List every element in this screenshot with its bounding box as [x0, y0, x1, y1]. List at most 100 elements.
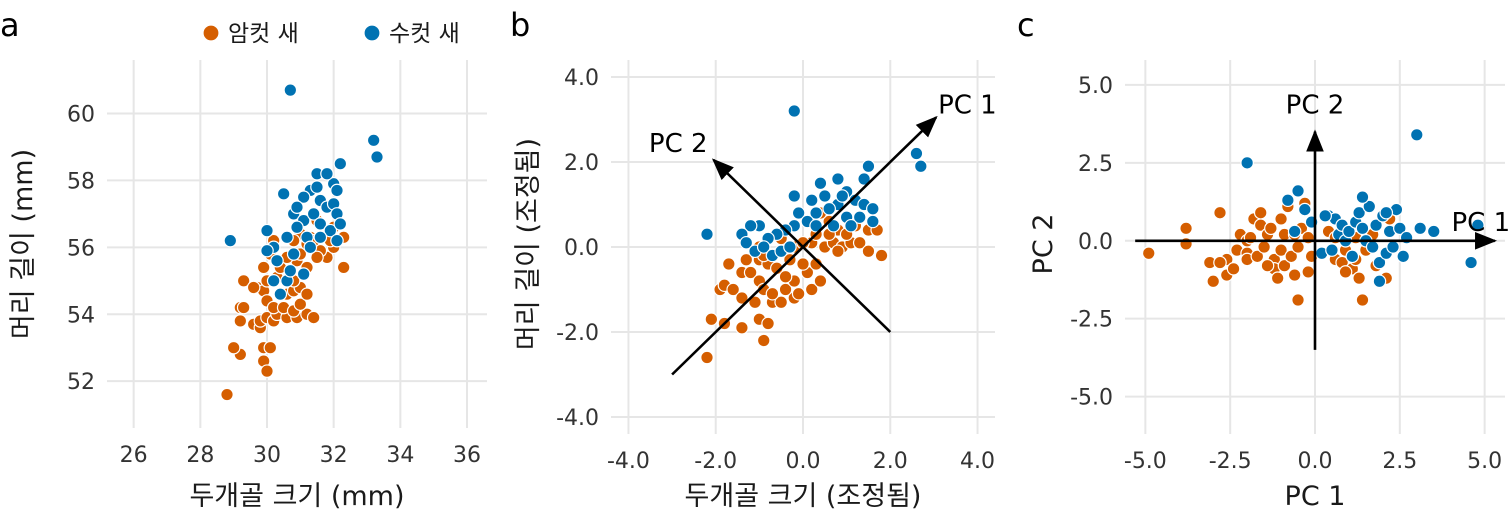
point-female: [263, 340, 278, 355]
panel-b: -4.0 -2.0 0.0 2.0 4.0 -4.0 -2.0 0.0 2.0 4.0 두개골 크기…: [513, 60, 997, 512]
point-male: [260, 223, 274, 238]
point-female: [1226, 262, 1241, 276]
point-female: [1287, 268, 1302, 282]
point-male: [809, 218, 823, 233]
point-male: [700, 227, 714, 242]
point-female: [796, 257, 810, 271]
point-male: [1298, 202, 1312, 217]
point-male: [787, 189, 802, 203]
point-male: [1413, 221, 1427, 236]
legend-female-label: 암컷 새: [228, 21, 299, 47]
point-male: [756, 240, 771, 254]
point-male: [866, 201, 880, 216]
y-tick-label: 58: [67, 169, 95, 194]
x-tick-label: -2.5: [1209, 449, 1252, 474]
point-male: [1379, 205, 1394, 220]
point-female: [765, 286, 780, 301]
point-female: [236, 273, 251, 288]
point-female: [722, 257, 736, 271]
pc-vector-1: [671, 115, 938, 376]
point-female: [1291, 240, 1305, 254]
panel-a: 26 28 30 32 34 36 52 54 56 58 60 두개골 크기 (mm) 머리 길이 (…: [8, 60, 487, 512]
point-male: [1426, 224, 1441, 239]
panel-label-b: b: [510, 6, 530, 44]
legend: 암컷 새 수컷 새: [202, 21, 460, 47]
x-tick-label: 5.0: [1467, 449, 1502, 474]
point-female: [1213, 205, 1227, 220]
x-tick-label: 4.0: [960, 449, 995, 474]
point-female: [1260, 258, 1275, 273]
point-male: [296, 190, 311, 204]
x-tick-label: 32: [320, 443, 348, 468]
point-male: [310, 180, 324, 194]
y-axis-label: 머리 길이 (mm): [8, 149, 39, 339]
point-male: [1287, 224, 1302, 239]
point-female: [700, 350, 714, 365]
y-tick-label: 60: [67, 103, 95, 128]
point-male: [791, 206, 806, 220]
point-male: [290, 220, 304, 235]
point-male: [909, 146, 924, 161]
pc-vector-label: PC 2: [1286, 91, 1345, 121]
point-male: [866, 214, 880, 229]
point-female: [306, 310, 321, 325]
point-male: [283, 83, 298, 97]
point-female: [1206, 274, 1221, 289]
x-axis-label: 두개골 크기 (조정됨): [685, 481, 922, 512]
point-male: [844, 218, 858, 233]
point-female: [761, 316, 775, 331]
point-male: [260, 243, 274, 258]
point-male: [1352, 205, 1366, 220]
x-tick-label: 0.0: [1298, 449, 1333, 474]
point-male: [818, 189, 832, 203]
point-male: [1355, 190, 1370, 204]
point-female: [735, 291, 749, 305]
point-female: [1270, 271, 1285, 285]
y-tick-label: -2.0: [556, 321, 599, 346]
point-male: [822, 201, 836, 216]
point-female: [1352, 271, 1366, 285]
point-female: [1264, 221, 1278, 236]
point-male: [366, 133, 381, 148]
point-male: [861, 159, 876, 174]
point-female: [1257, 240, 1271, 254]
point-female: [813, 274, 828, 288]
x-tick-label: 28: [186, 443, 214, 468]
y-tick-label: 2.5: [1078, 152, 1113, 177]
point-female: [861, 244, 876, 259]
point-female: [1301, 265, 1316, 279]
point-female: [1141, 246, 1156, 261]
y-tick-label: -4.0: [556, 406, 599, 431]
point-female: [1291, 293, 1305, 307]
y-tick-label: 0.0: [1078, 230, 1113, 255]
point-female: [336, 260, 351, 275]
y-tick-label: 4.0: [564, 66, 599, 91]
x-tick-label: 26: [120, 443, 148, 468]
point-female: [704, 312, 719, 327]
point-male: [280, 230, 294, 245]
point-female: [293, 297, 308, 312]
point-female: [226, 340, 241, 355]
point-male: [1386, 240, 1400, 254]
x-axis-label: 두개골 크기 (mm): [189, 481, 404, 512]
point-female: [236, 300, 251, 315]
point-female: [233, 314, 248, 328]
x-tick-label: -5.0: [1124, 449, 1167, 474]
point-male: [370, 150, 384, 164]
point-female: [874, 248, 889, 263]
y-tick-label: 5.0: [1078, 74, 1113, 99]
point-male: [1355, 221, 1370, 236]
point-male: [270, 253, 284, 268]
legend-male-label: 수컷 새: [389, 21, 460, 47]
point-male: [313, 230, 328, 245]
point-male: [1369, 218, 1383, 232]
point-male: [1240, 156, 1254, 170]
y-tick-label: 2.0: [564, 151, 599, 176]
point-male: [1409, 128, 1424, 142]
point-female: [1253, 205, 1268, 220]
point-female: [1213, 255, 1227, 270]
point-male: [783, 240, 797, 254]
point-female: [1274, 243, 1288, 257]
x-axis-label: PC 1: [1285, 481, 1346, 512]
point-female: [778, 269, 793, 284]
